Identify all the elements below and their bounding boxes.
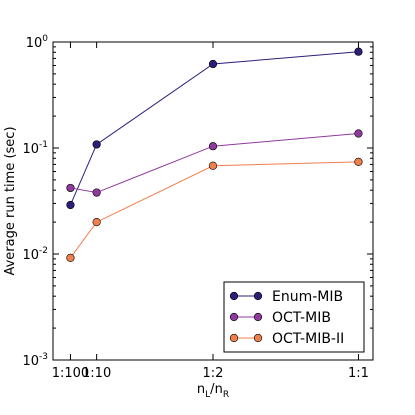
legend-marker <box>229 291 239 301</box>
data-point <box>208 59 218 69</box>
legend-marker <box>253 291 263 301</box>
x-tick-label: 1:100 <box>52 366 89 381</box>
y-tick-label: 10-3 <box>22 352 48 369</box>
legend-label: OCT-MIB <box>272 310 331 326</box>
data-point <box>66 200 75 210</box>
y-tick-label: 10-2 <box>22 246 48 263</box>
data-point <box>92 140 101 149</box>
x-axis-label: nL/nR <box>197 382 229 400</box>
y-tick-label: 100 <box>26 34 49 51</box>
data-point <box>208 161 218 170</box>
x-tick-label: 1:1 <box>348 366 369 381</box>
legend-marker <box>253 333 263 343</box>
legend-marker <box>229 312 239 322</box>
data-point <box>66 183 75 193</box>
data-point <box>354 47 363 56</box>
legend: Enum-MIB OCT-MIB OCT-MIB-II <box>223 281 365 353</box>
data-point <box>354 129 363 138</box>
data-point <box>92 188 101 197</box>
legend-label: Enum-MIB <box>272 289 343 305</box>
y-tick-label: 10-1 <box>22 140 48 157</box>
x-tick-label: 1:2 <box>203 366 224 381</box>
legend-label: OCT-MIB-II <box>272 331 344 347</box>
series-line <box>70 161 359 259</box>
x-tick-label: 1:10 <box>82 366 111 381</box>
y-axis-label: Average run time (sec) <box>3 126 18 275</box>
series-layer <box>66 47 363 262</box>
series-line <box>70 133 359 194</box>
data-point <box>92 217 101 227</box>
series-line <box>69 51 359 206</box>
data-point <box>66 253 75 262</box>
legend-marker <box>229 333 239 343</box>
data-point <box>208 142 218 151</box>
legend-marker <box>253 312 263 322</box>
data-point <box>354 157 363 166</box>
